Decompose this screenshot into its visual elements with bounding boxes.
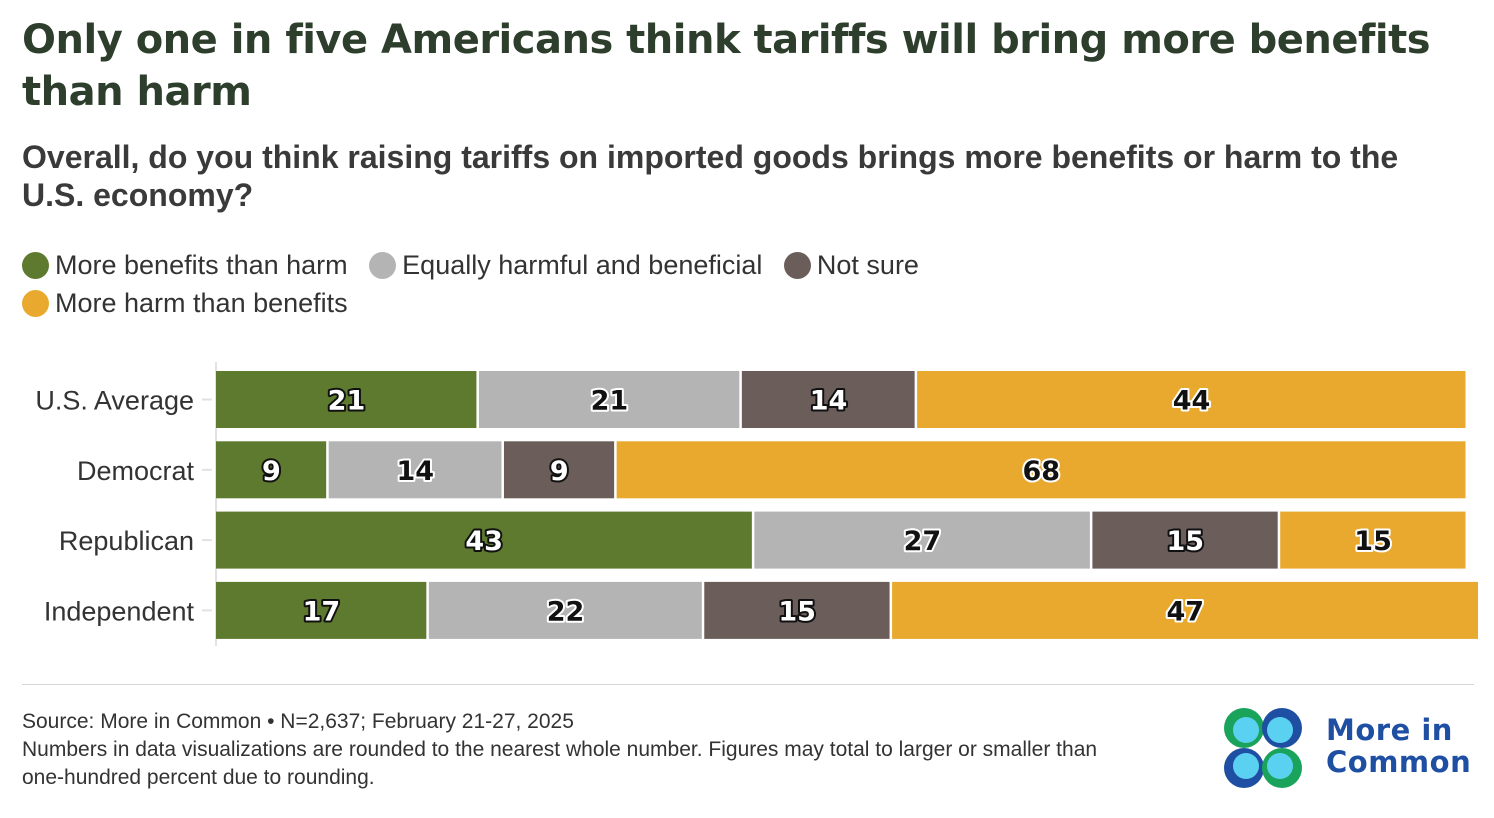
bar-independent-more-harm-than-benefits (892, 581, 1479, 639)
logo-wordmark: More in Common (1326, 714, 1471, 778)
logo-inner-br (1267, 753, 1293, 779)
data-label-republican-more-benefits-than-harm: 43 (465, 526, 503, 557)
data-label-democrat-equally-harmful-and-beneficial: 14 (397, 456, 435, 487)
legend-swatch-equally (369, 251, 397, 279)
legend-item-equally: Equally harmful and beneficial (369, 246, 762, 284)
data-label-u-s-average-more-harm-than-benefits: 44 (1173, 386, 1211, 417)
footer: Source: More in Common • N=2,637; Februa… (22, 708, 1142, 792)
legend: More benefits than harm Equally harmful … (22, 246, 1122, 322)
bar-republican-more-benefits-than-harm (216, 511, 752, 569)
source-note: Source: More in Common • N=2,637; Februa… (22, 710, 574, 733)
bar-republican-not-sure (1092, 511, 1278, 569)
data-label-independent-equally-harmful-and-beneficial: 22 (547, 596, 585, 627)
chart-subtitle: Overall, do you think raising tariffs on… (22, 139, 1399, 213)
bar-democrat-equally-harmful-and-beneficial (328, 441, 502, 499)
bar-u-s-average-more-harm-than-benefits (917, 371, 1466, 428)
data-label-independent-more-harm-than-benefits: 47 (1167, 596, 1205, 627)
legend-swatch-more-benefits (22, 251, 49, 279)
more-in-common-logo: More in Common (1222, 708, 1482, 790)
footer-divider (22, 684, 1474, 685)
data-label-democrat-more-benefits-than-harm: 9 (262, 456, 281, 487)
bar-u-s-average-not-sure (741, 371, 915, 428)
logo-mark-icon (1224, 708, 1302, 788)
data-label-democrat-more-harm-than-benefits: 68 (1023, 456, 1061, 487)
logo-inner-tl (1233, 717, 1259, 743)
stacked-bar-chart: U.S. Average 21 21 14 44 Democrat 9 14 9 68 Republ… (35, 362, 1479, 646)
bar-independent-equally-harmful-and-beneficial (428, 581, 702, 639)
bar-independent-not-sure (704, 581, 890, 639)
bar-democrat-not-sure (503, 441, 615, 499)
chart-title: Only one in five Americans think tariffs… (22, 17, 1431, 115)
bar-u-s-average-more-benefits-than-harm (216, 371, 477, 428)
legend-swatch-not-sure (783, 251, 811, 279)
legend-item-more-benefits: More benefits than harm (22, 246, 348, 284)
rounding-note: Numbers in data visualizations are round… (22, 738, 1098, 789)
logo-line-1: More in (1326, 713, 1453, 747)
category-label-u-s-average: U.S. Average (35, 386, 194, 416)
legend-swatch-more-harm (22, 289, 49, 317)
legend-label-not-sure: Not sure (816, 250, 919, 280)
data-label-democrat-not-sure: 9 (550, 456, 569, 487)
bar-u-s-average-equally-harmful-and-beneficial (478, 371, 740, 428)
legend-label-equally: Equally harmful and beneficial (402, 250, 763, 280)
logo-inner-bl (1233, 753, 1259, 779)
category-label-independent: Independent (44, 596, 195, 626)
data-label-u-s-average-equally-harmful-and-beneficial: 21 (591, 386, 629, 417)
bar-republican-equally-harmful-and-beneficial (754, 511, 1090, 569)
legend-label-more-benefits: More benefits than harm (55, 250, 348, 280)
data-label-republican-not-sure: 15 (1167, 526, 1205, 557)
logo-line-2: Common (1326, 745, 1472, 779)
legend-item-not-sure: Not sure (783, 246, 919, 284)
data-label-republican-equally-harmful-and-beneficial: 27 (904, 526, 942, 557)
logo-inner-tr (1267, 717, 1293, 743)
bar-democrat-more-harm-than-benefits (616, 441, 1466, 499)
data-label-independent-not-sure: 15 (778, 596, 816, 627)
category-label-democrat: Democrat (77, 456, 195, 486)
bar-independent-more-benefits-than-harm (216, 581, 427, 639)
data-label-republican-more-harm-than-benefits: 15 (1354, 526, 1392, 557)
data-label-independent-more-benefits-than-harm: 17 (303, 596, 341, 627)
data-label-u-s-average-not-sure: 14 (810, 386, 848, 417)
bar-republican-more-harm-than-benefits (1280, 511, 1466, 569)
data-label-u-s-average-more-benefits-than-harm: 21 (328, 386, 366, 417)
legend-item-more-harm: More harm than benefits (22, 284, 348, 322)
bar-democrat-more-benefits-than-harm (216, 441, 327, 499)
category-label-republican: Republican (59, 526, 194, 556)
legend-label-more-harm: More harm than benefits (55, 288, 348, 318)
